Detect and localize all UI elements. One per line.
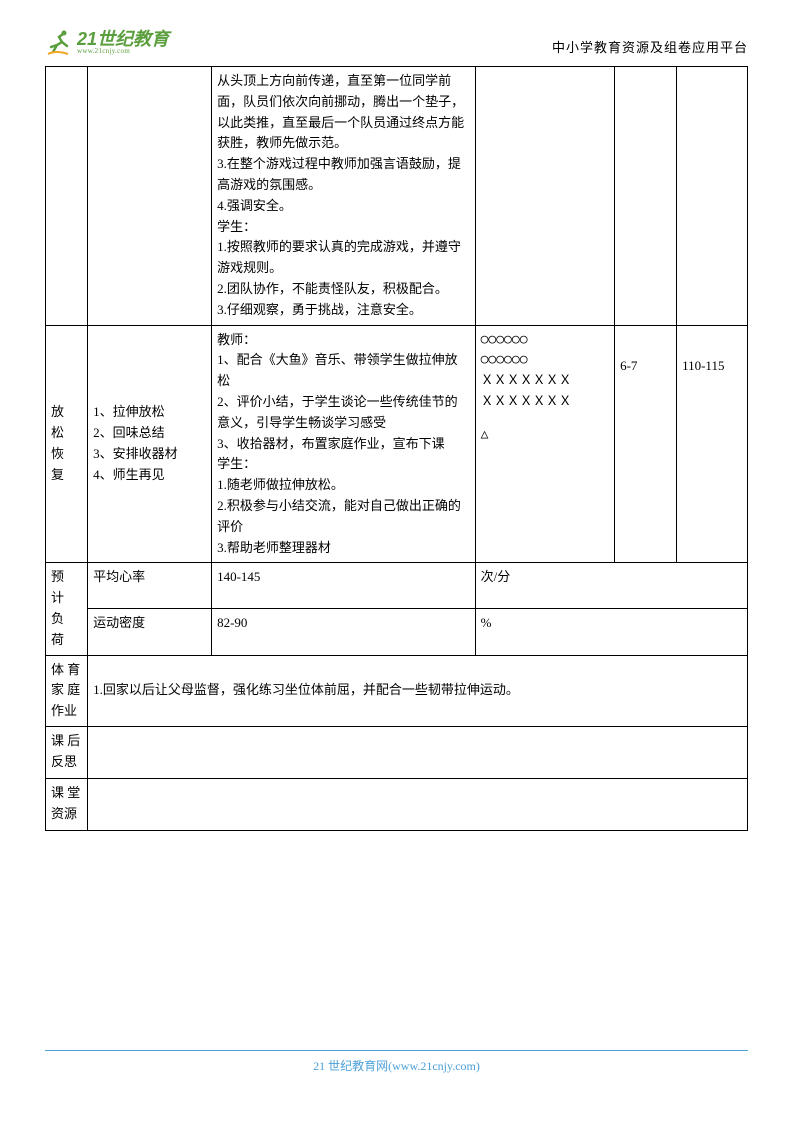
cell-empty (88, 67, 212, 326)
label-text: 体 育家 庭作业 (51, 662, 80, 719)
table-row: 课 后反思 (46, 726, 748, 778)
lesson-plan-table: 从头顶上方向前传递，直至第一位同学前面，队员们依次向前挪动，腾出一个垫子，以此类… (45, 66, 748, 831)
diagram-line: △ (481, 425, 610, 446)
table-row: 运动密度 82-90 % (46, 609, 748, 655)
diagram-line: ＸＸＸＸＸＸＸ (481, 392, 610, 413)
page-footer: 21 世纪教育网(www.21cnjy.com) (0, 1050, 793, 1074)
cell-resources (88, 778, 748, 830)
table-row: 从头顶上方向前传递，直至第一位同学前面，队员们依次向前挪动，腾出一个垫子，以此类… (46, 67, 748, 326)
diagram-line: ○○○○○○ (481, 350, 610, 371)
cell-formation-diagram: ○○○○○○ ○○○○○○ ＸＸＸＸＸＸＸ ＸＸＸＸＸＸＸ △ (475, 325, 615, 563)
logo-main-text: 21世纪教育 (77, 30, 169, 48)
header-right-text: 中小学教育资源及组卷应用平台 (552, 37, 748, 56)
table-row: 体 育家 庭作业 1.回家以后让父母监督，强化练习坐位体前屈，并配合一些韧带拉伸… (46, 655, 748, 726)
cell-activities: 1、拉伸放松 2、回味总结 3、安排收器材 4、师生再见 (88, 325, 212, 563)
footer-text: 21 世纪教育网(www.21cnjy.com) (313, 1059, 480, 1073)
cell-metric-unit: % (475, 609, 747, 655)
footer-divider (45, 1050, 748, 1051)
table-row: 课 堂资源 (46, 778, 748, 830)
cell-section-label: 课 后反思 (46, 726, 88, 778)
logo-sub-text: www.21cnjy.com (77, 48, 169, 55)
cell-section-label: 预计负荷 (46, 563, 88, 655)
diagram-line (481, 413, 610, 425)
cell-reflection (88, 726, 748, 778)
diagram-line: ○○○○○○ (481, 330, 610, 351)
page-header: 21世纪教育 www.21cnjy.com 中小学教育资源及组卷应用平台 (45, 28, 748, 56)
cell-section-label: 体 育家 庭作业 (46, 655, 88, 726)
label-text: 预计负荷 (51, 569, 64, 646)
table-row: 放松恢复 1、拉伸放松 2、回味总结 3、安排收器材 4、师生再见 教师： 1、… (46, 325, 748, 563)
cell-teacher-student: 教师： 1、配合《大鱼》音乐、带领学生做拉伸放松 2、评价小结，于学生谈论一些传… (212, 325, 476, 563)
label-text: 课 堂资源 (51, 785, 80, 821)
label-text: 放松恢复 (51, 404, 64, 481)
cell-empty (615, 67, 677, 326)
cell-empty (46, 67, 88, 326)
cell-empty (677, 67, 748, 326)
cell-homework: 1.回家以后让父母监督，强化练习坐位体前屈，并配合一些韧带拉伸运动。 (88, 655, 748, 726)
cell-metric-label: 平均心率 (88, 563, 212, 609)
cell-intensity: 110-115 (677, 325, 748, 563)
cell-metric-unit: 次/分 (475, 563, 747, 609)
logo: 21世纪教育 www.21cnjy.com (45, 28, 169, 56)
cell-activity-desc: 从头顶上方向前传递，直至第一位同学前面，队员们依次向前挪动，腾出一个垫子，以此类… (212, 67, 476, 326)
cell-metric-label: 运动密度 (88, 609, 212, 655)
cell-empty (475, 67, 615, 326)
cell-metric-value: 82-90 (212, 609, 476, 655)
table-row: 预计负荷 平均心率 140-145 次/分 (46, 563, 748, 609)
cell-section-label: 课 堂资源 (46, 778, 88, 830)
cell-section-label: 放松恢复 (46, 325, 88, 563)
diagram-line: ＸＸＸＸＸＸＸ (481, 371, 610, 392)
cell-time: 6-7 (615, 325, 677, 563)
label-text: 课 后反思 (51, 733, 80, 769)
cell-metric-value: 140-145 (212, 563, 476, 609)
runner-icon (45, 28, 73, 56)
